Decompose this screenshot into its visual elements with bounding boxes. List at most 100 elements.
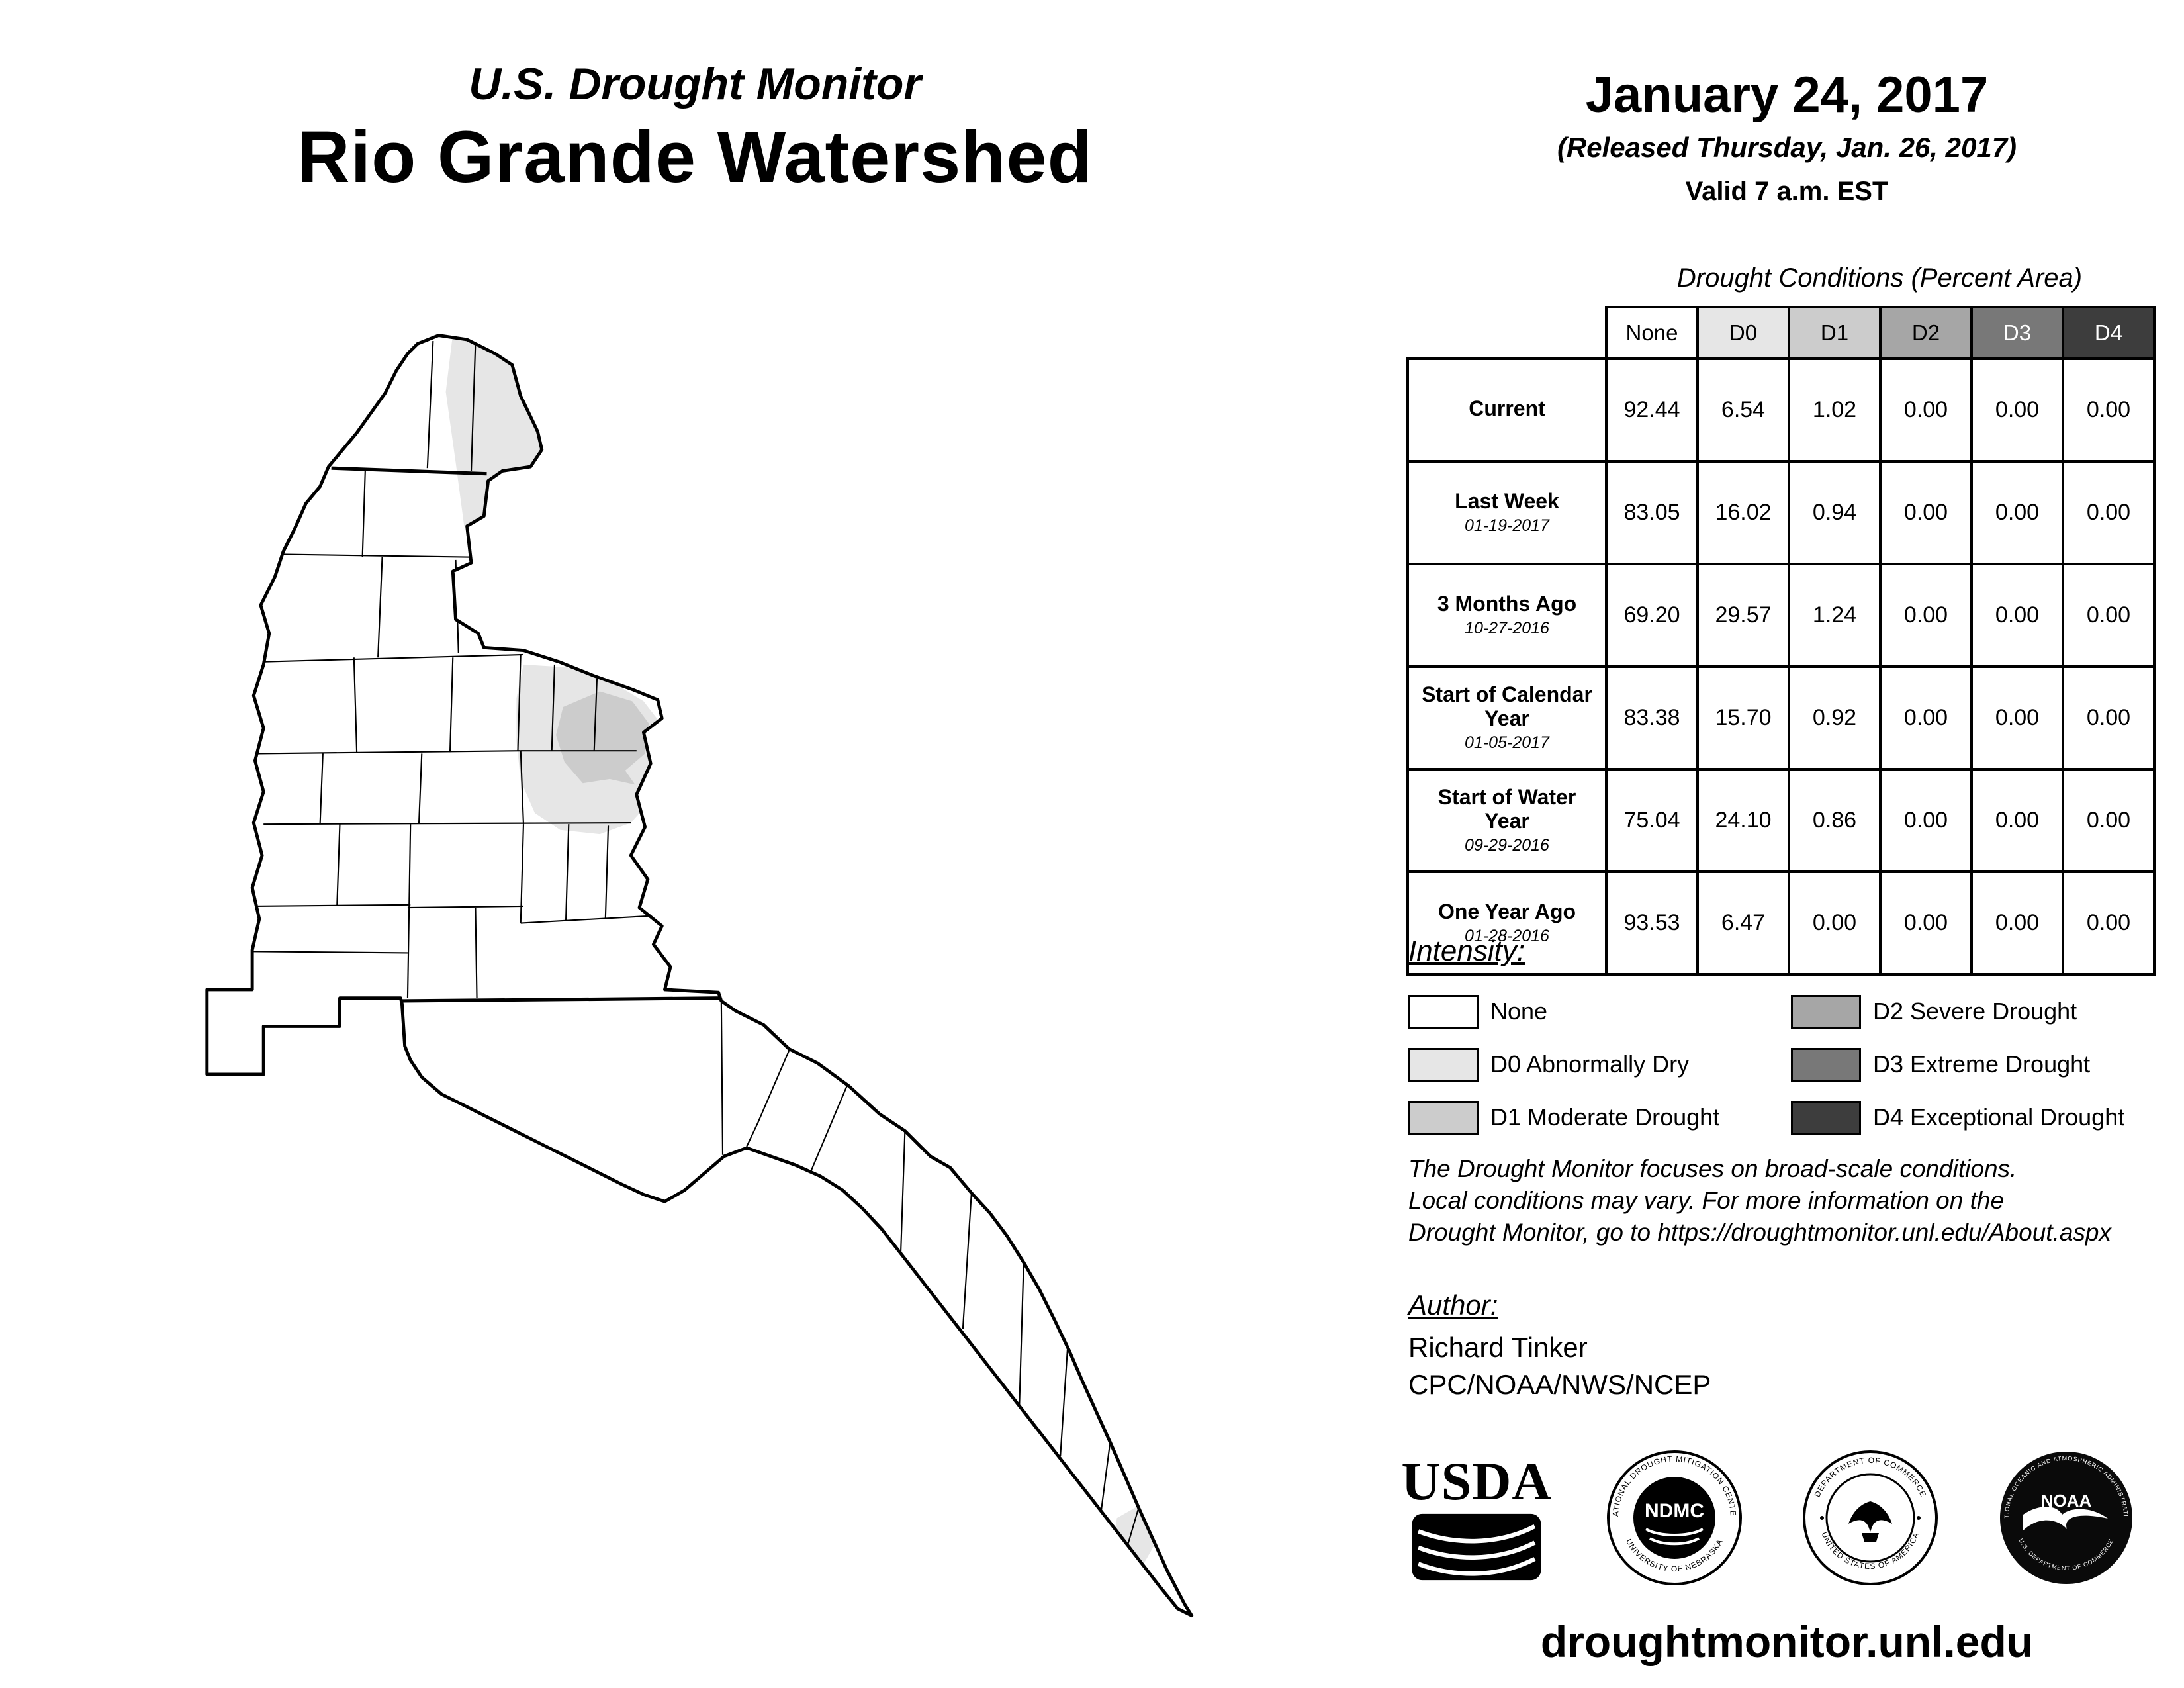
- valid-time: Valid 7 a.m. EST: [1685, 177, 1889, 206]
- table-cell: 16.02: [1696, 460, 1790, 565]
- table-cell: 75.04: [1605, 768, 1699, 873]
- table-cell: 1.24: [1788, 563, 1882, 668]
- county-boundaries: [252, 341, 1139, 1544]
- col-header-d2: D2: [1879, 306, 1973, 360]
- legend-swatch-none: [1408, 994, 1479, 1029]
- legend-swatch-d4: [1791, 1100, 1861, 1135]
- row-label: One Year Ago: [1437, 900, 1576, 924]
- table-cell: 0.00: [2062, 357, 2156, 463]
- legend-swatch-d2: [1791, 994, 1861, 1029]
- row-label: Start of Water Year: [1437, 785, 1576, 833]
- table-cell: 0.00: [1970, 870, 2064, 976]
- eagle-icon: [1848, 1501, 1892, 1542]
- page-title: Rio Grande Watershed: [297, 117, 1093, 198]
- map-date: January 24, 2017: [1585, 67, 1989, 123]
- col-header-d3: D3: [1970, 306, 2064, 360]
- watershed-map-svg: [199, 328, 1195, 1622]
- table-cell: 0.00: [1879, 870, 1973, 976]
- drought-table: None D0 D1 D2 D3 D4 Current 92.44 6.54 1…: [1406, 306, 2156, 976]
- legend-item-d4: D4 Exceptional Drought: [1791, 1100, 2125, 1135]
- legend-label: D0 Abnormally Dry: [1490, 1051, 1690, 1078]
- table-cell: 0.00: [1970, 563, 2064, 668]
- row-date: 09-29-2016: [1465, 835, 1549, 855]
- disclaimer: The Drought Monitor focuses on broad-sca…: [1408, 1153, 2111, 1248]
- legend-item-d2: D2 Severe Drought: [1791, 994, 2124, 1029]
- table-cell: 15.70: [1696, 665, 1790, 771]
- blank-corner-cell: [1408, 307, 1606, 359]
- table-cell: 0.00: [1970, 460, 2064, 565]
- watershed-map: [199, 328, 1195, 1622]
- released-date: (Released Thursday, Jan. 26, 2017): [1557, 132, 2017, 163]
- col-header-d1: D1: [1788, 306, 1882, 360]
- table-row: One Year Ago 01-28-2016 93.53 6.47 0.00 …: [1406, 870, 2156, 976]
- table-cell: 6.54: [1696, 357, 1790, 463]
- table-cell: 92.44: [1605, 357, 1699, 463]
- row-date: 10-27-2016: [1465, 618, 1549, 637]
- table-cell: 69.20: [1605, 563, 1699, 668]
- legend-label: None: [1490, 998, 1548, 1025]
- table-cell: 6.47: [1696, 870, 1790, 976]
- footer-url[interactable]: droughtmonitor.unl.edu: [1540, 1617, 2034, 1666]
- table-cell: 0.92: [1788, 665, 1882, 771]
- intensity-heading: Intensity:: [1408, 935, 1525, 967]
- row-label-cell: 3 Months Ago 10-27-2016: [1406, 563, 1608, 668]
- table-cell: 0.00: [2062, 870, 2156, 976]
- usda-wordmark: USDA: [1401, 1451, 1552, 1511]
- table-cell: 29.57: [1696, 563, 1790, 668]
- commerce-seal-logo: DEPARTMENT OF COMMERCE UNITED STATES OF …: [1803, 1450, 1938, 1585]
- table-cell: 0.00: [1970, 665, 2064, 771]
- right-header: January 24, 2017 (Released Thursday, Jan…: [1406, 66, 2167, 207]
- seagull-icon: [2023, 1506, 2108, 1530]
- table-cell: 0.00: [1970, 768, 2064, 873]
- col-header-d0: D0: [1696, 306, 1790, 360]
- author-block: Author: Richard Tinker CPC/NOAA/NWS/NCEP: [1408, 1289, 1711, 1401]
- legend-item-d0: D0 Abnormally Dry: [1408, 1047, 1791, 1082]
- table-row: Start of Water Year 09-29-2016 75.04 24.…: [1406, 768, 2156, 873]
- disclaimer-line: Local conditions may vary. For more info…: [1408, 1187, 2005, 1215]
- author-name: Richard Tinker: [1408, 1332, 1588, 1363]
- legend-label: D2 Severe Drought: [1873, 998, 2077, 1025]
- table-cell: 0.00: [1879, 665, 1973, 771]
- table-cell: 0.00: [1879, 563, 1973, 668]
- watershed-fill: [206, 335, 1192, 1616]
- legend-swatch-d1: [1408, 1100, 1479, 1135]
- state-boundaries: [331, 466, 721, 1003]
- table-cell: 83.38: [1605, 665, 1699, 771]
- table-cell: 0.00: [2062, 665, 2156, 771]
- table-cell: 0.86: [1788, 768, 1882, 873]
- legend-label: D4 Exceptional Drought: [1873, 1103, 2125, 1131]
- agency-logos: USDA NATIONAL DROUGHT MITIGATION CENTER …: [1401, 1450, 2134, 1586]
- row-label-cell: One Year Ago 01-28-2016: [1406, 870, 1608, 976]
- disclaimer-line: Drought Monitor, go to https://droughtmo…: [1408, 1219, 2111, 1246]
- brand-title: U.S. Drought Monitor: [469, 59, 921, 109]
- intensity-legend: None D0 Abnormally Dry D1 Moderate Droug…: [1408, 985, 2124, 1144]
- row-label-cell: Current: [1406, 357, 1608, 463]
- table-cell: 0.94: [1788, 460, 1882, 565]
- legend-swatch-d0: [1408, 1047, 1479, 1082]
- table-cell: 0.00: [1788, 870, 1882, 976]
- table-cell: 0.00: [1970, 357, 2064, 463]
- table-header-row: None D0 D1 D2 D3 D4: [1408, 306, 2156, 360]
- table-cell: 83.05: [1605, 460, 1699, 565]
- table-cell: 0.00: [1879, 357, 1973, 463]
- ndmc-wordmark: NDMC: [1645, 1500, 1704, 1522]
- disclaimer-line: The Drought Monitor focuses on broad-sca…: [1408, 1155, 2017, 1182]
- table-cell: 0.00: [1879, 460, 1973, 565]
- table-title: Drought Conditions (Percent Area): [1676, 263, 2083, 293]
- left-header: U.S. Drought Monitor Rio Grande Watershe…: [199, 58, 1191, 199]
- table-cell: 93.53: [1605, 870, 1699, 976]
- table-cell: 24.10: [1696, 768, 1790, 873]
- ndmc-logo: NATIONAL DROUGHT MITIGATION CENTER UNIVE…: [1606, 1450, 1742, 1585]
- col-header-none: None: [1605, 306, 1699, 360]
- row-label: 3 Months Ago: [1437, 592, 1577, 616]
- row-date: 01-28-2016: [1465, 926, 1549, 945]
- row-label-cell: Start of Water Year 09-29-2016: [1406, 768, 1608, 873]
- table-cell: 0.00: [2062, 768, 2156, 873]
- table-cell: 1.02: [1788, 357, 1882, 463]
- row-date: 01-19-2017: [1465, 516, 1549, 535]
- legend-item-none: None: [1408, 994, 1791, 1029]
- legend-item-d3: D3 Extreme Drought: [1791, 1047, 2124, 1082]
- row-label: Current: [1469, 396, 1545, 420]
- usda-logo: USDA: [1401, 1454, 1551, 1581]
- row-label-cell: Last Week 01-19-2017: [1406, 460, 1608, 565]
